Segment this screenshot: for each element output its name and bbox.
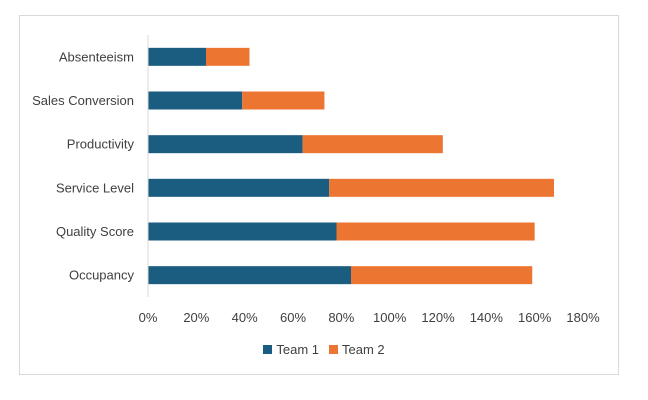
bar-team-2-absenteeism <box>206 47 250 66</box>
bar-team-1-occupancy <box>148 266 351 285</box>
bar-team-2-quality-score <box>336 222 535 241</box>
bars <box>148 47 554 285</box>
bar-team-2-productivity <box>302 135 443 154</box>
x-tick-label: 180% <box>566 310 600 325</box>
category-label-sales-conversion: Sales Conversion <box>32 93 134 108</box>
bar-team-2-occupancy <box>351 266 533 285</box>
legend: Team 1 Team 2 <box>0 342 648 357</box>
x-tick-label: 20% <box>183 310 209 325</box>
legend-label-team-1: Team 1 <box>276 342 319 357</box>
category-label-service-level: Service Level <box>56 180 134 195</box>
bar-team-1-productivity <box>148 135 303 154</box>
category-label-occupancy: Occupancy <box>69 268 135 283</box>
x-tick-label: 100% <box>373 310 407 325</box>
x-tick-label: 140% <box>470 310 504 325</box>
category-label-quality-score: Quality Score <box>56 224 134 239</box>
legend-item-team-2: Team 2 <box>329 342 385 357</box>
x-tick-label: 0% <box>139 310 158 325</box>
x-tick-label: 40% <box>232 310 258 325</box>
bar-team-1-sales-conversion <box>148 91 243 110</box>
category-label-productivity: Productivity <box>67 137 135 152</box>
x-tick-labels: 0% 20% 40% 60% 80% 100% 120% 140% 160% 180% <box>139 310 600 325</box>
x-tick-label: 80% <box>328 310 354 325</box>
bar-team-1-absenteeism <box>148 47 206 66</box>
bar-team-1-quality-score <box>148 222 337 241</box>
legend-swatch-team-2 <box>329 345 338 354</box>
legend-item-team-1: Team 1 <box>263 342 319 357</box>
category-labels: Absenteeism Sales Conversion Productivity S… <box>32 49 134 282</box>
bar-team-1-service-level <box>148 178 330 197</box>
legend-swatch-team-1 <box>263 345 273 354</box>
x-tick-label: 60% <box>280 310 306 325</box>
x-tick-label: 120% <box>421 310 455 325</box>
x-tick-label: 160% <box>518 310 552 325</box>
category-label-absenteeism: Absenteeism <box>59 49 134 64</box>
bar-team-2-sales-conversion <box>242 91 325 110</box>
legend-label-team-2: Team 2 <box>342 342 385 357</box>
bar-team-2-service-level <box>329 178 554 197</box>
